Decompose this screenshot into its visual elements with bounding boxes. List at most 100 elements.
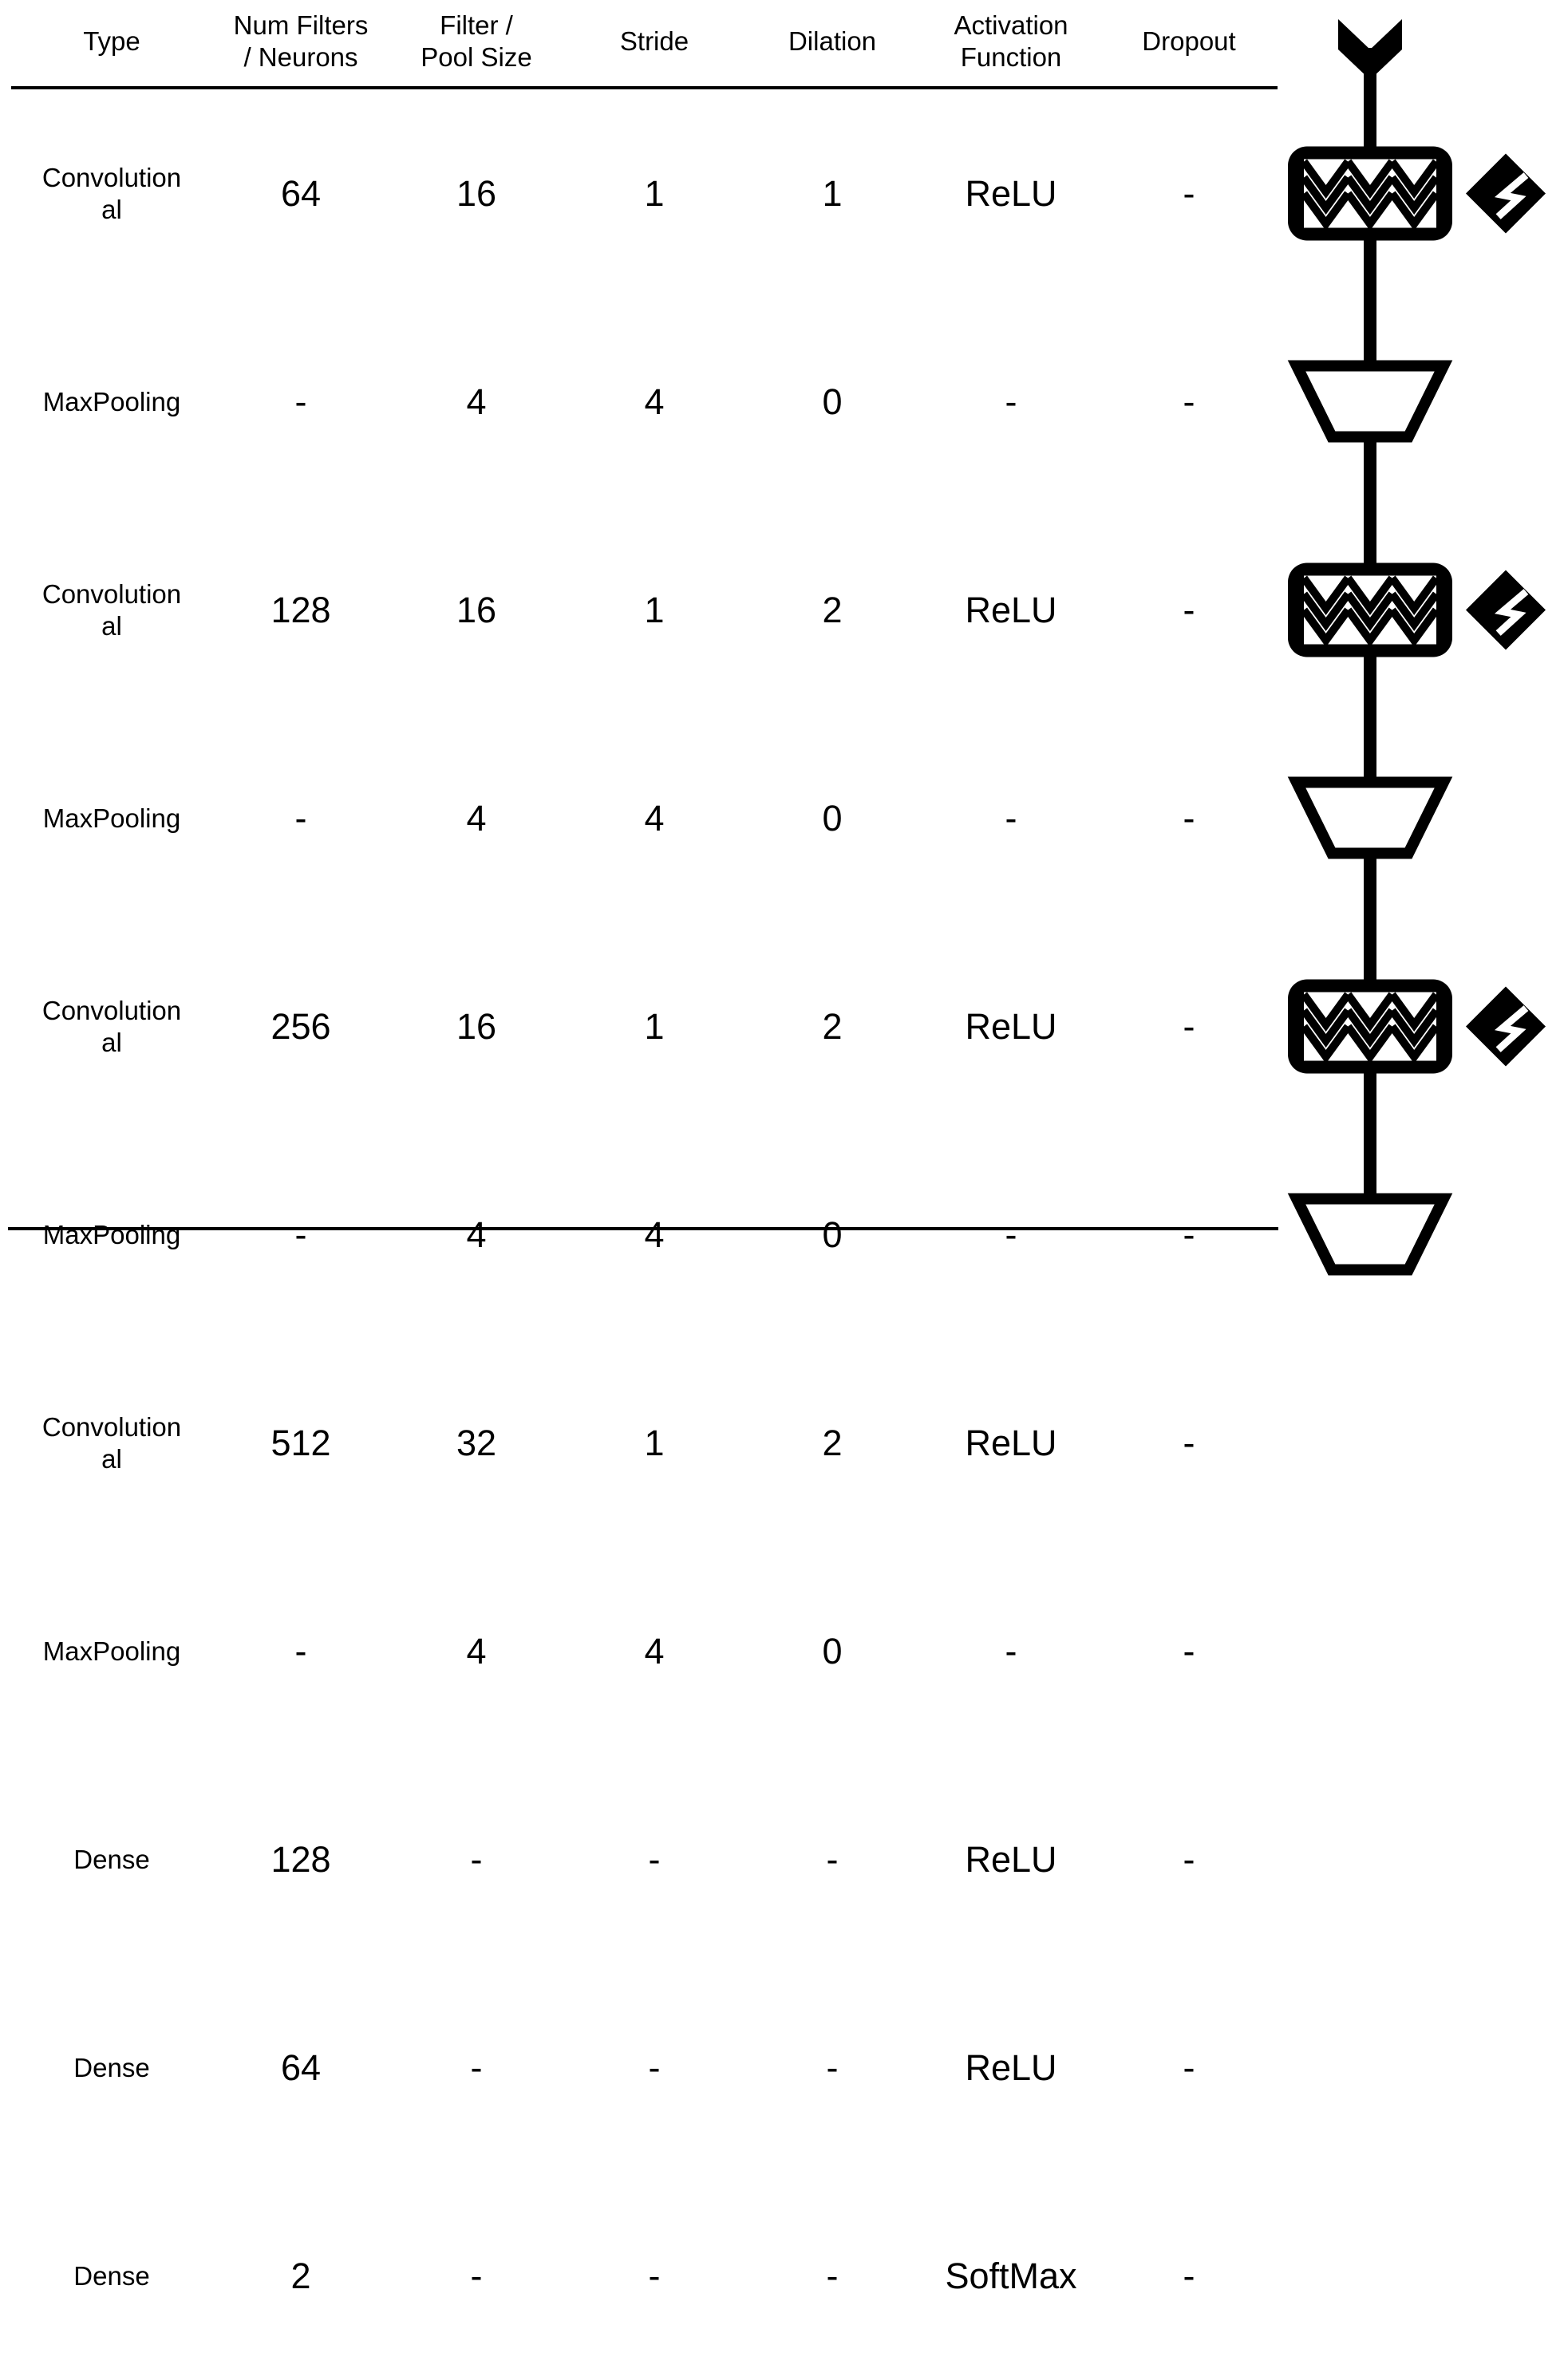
layer-type-text: al bbox=[101, 610, 122, 641]
dilation-cell-text: - bbox=[826, 2046, 839, 2088]
layer-type-text: Convolution bbox=[41, 162, 182, 192]
activation-cell: - bbox=[907, 1131, 1115, 1339]
layer-type-cell: Convolution al bbox=[20, 922, 203, 1131]
layer-type-text: MaxPooling bbox=[42, 1219, 181, 1249]
num-filters-cell-text: 64 bbox=[280, 2046, 322, 2088]
column-header: Num Filters / Neurons bbox=[209, 0, 393, 83]
column-header: Dilation bbox=[752, 0, 912, 83]
filter-size-cell: 32 bbox=[385, 1339, 568, 1547]
dilation-cell: 0 bbox=[752, 298, 912, 506]
stride-cell-text: 4 bbox=[644, 1630, 665, 1672]
relu-diamond-icon bbox=[1466, 986, 1546, 1067]
stride-cell: 4 bbox=[575, 714, 734, 922]
activation-cell: - bbox=[907, 714, 1115, 922]
stride-cell-text: - bbox=[648, 1838, 661, 1880]
stride-cell: 4 bbox=[575, 298, 734, 506]
stride-cell: 1 bbox=[575, 1339, 734, 1547]
num-filters-cell: 128 bbox=[209, 1755, 393, 1964]
dilation-cell: 0 bbox=[752, 1547, 912, 1755]
filter-size-cell: - bbox=[385, 2172, 568, 2380]
filter-size-cell-text: - bbox=[470, 1838, 483, 1880]
stride-cell: 1 bbox=[575, 89, 734, 298]
layer-type-text: MaxPooling bbox=[42, 803, 181, 833]
dilation-cell-text: 2 bbox=[822, 1422, 843, 1463]
dilation-cell-text: 1 bbox=[822, 172, 843, 214]
filter-size-cell: 4 bbox=[385, 714, 568, 922]
dropout-cell-text: - bbox=[1183, 2046, 1195, 2088]
layer-type-text: Convolution bbox=[41, 578, 182, 609]
activation-cell: - bbox=[907, 1547, 1115, 1755]
dropout-cell: - bbox=[1109, 1964, 1269, 2172]
column-header-line: Dropout bbox=[1142, 26, 1236, 57]
layer-type-cell: MaxPooling bbox=[20, 714, 203, 922]
layer-type-cell: Dense bbox=[20, 2172, 203, 2380]
layer-type-cell: Convolution al bbox=[20, 1339, 203, 1547]
conv-layer-block bbox=[1288, 979, 1452, 1074]
layer-type-text: Convolution bbox=[41, 995, 182, 1025]
num-filters-cell-text: 128 bbox=[271, 589, 331, 630]
num-filters-cell-text: 256 bbox=[271, 1005, 331, 1047]
input-chevron-icon bbox=[1338, 19, 1402, 80]
num-filters-cell: 64 bbox=[209, 1964, 393, 2172]
layer-type-text: al bbox=[101, 1027, 122, 1057]
stride-cell: 1 bbox=[575, 922, 734, 1131]
layer-type-text: Dense bbox=[73, 2052, 150, 2082]
column-header: Stride bbox=[575, 0, 734, 83]
num-filters-cell-text: 128 bbox=[271, 1838, 331, 1880]
layer-type-cell: MaxPooling bbox=[20, 1131, 203, 1339]
filter-size-cell: 16 bbox=[385, 89, 568, 298]
dropout-cell-text: - bbox=[1183, 172, 1195, 214]
filter-size-cell-text: 4 bbox=[466, 1214, 487, 1255]
dilation-cell: 2 bbox=[752, 506, 912, 714]
dropout-cell: - bbox=[1109, 506, 1269, 714]
filter-size-cell: 16 bbox=[385, 922, 568, 1131]
column-header-line: Pool Size bbox=[421, 42, 532, 72]
column-header-line: Stride bbox=[619, 26, 689, 57]
num-filters-cell-text: - bbox=[294, 1214, 307, 1255]
layer-type-text: al bbox=[101, 194, 122, 224]
column-header: Dropout bbox=[1109, 0, 1269, 83]
filter-size-cell: 16 bbox=[385, 506, 568, 714]
stride-cell: - bbox=[575, 2172, 734, 2380]
dilation-cell: - bbox=[752, 2172, 912, 2380]
filter-size-cell-text: 32 bbox=[456, 1422, 497, 1463]
dropout-cell-text: - bbox=[1183, 589, 1195, 630]
column-header-line: Dilation bbox=[788, 26, 877, 57]
num-filters-cell: - bbox=[209, 1131, 393, 1339]
filter-size-cell-text: 16 bbox=[456, 1005, 497, 1047]
stride-cell-text: 4 bbox=[644, 797, 665, 839]
dilation-cell: 2 bbox=[752, 1339, 912, 1547]
num-filters-cell: 2 bbox=[209, 2172, 393, 2380]
stride-cell-text: 1 bbox=[644, 589, 665, 630]
layer-type-text: al bbox=[101, 1443, 122, 1474]
stride-cell-text: - bbox=[648, 2255, 661, 2296]
activation-cell-text: ReLU bbox=[965, 2046, 1057, 2088]
dilation-cell: 1 bbox=[752, 89, 912, 298]
filter-size-cell: 4 bbox=[385, 1547, 568, 1755]
filter-size-cell-text: 4 bbox=[466, 797, 487, 839]
num-filters-cell-text: 2 bbox=[290, 2255, 311, 2296]
dropout-cell: - bbox=[1109, 89, 1269, 298]
column-header: Filter / Pool Size bbox=[385, 0, 568, 83]
activation-cell-text: ReLU bbox=[965, 1005, 1057, 1047]
dilation-cell-text: 0 bbox=[822, 1214, 843, 1255]
spine-connector bbox=[1364, 48, 1376, 1213]
layer-type-text: Convolution bbox=[41, 1411, 182, 1442]
num-filters-cell: - bbox=[209, 1547, 393, 1755]
num-filters-cell: 128 bbox=[209, 506, 393, 714]
column-header-line: Activation bbox=[954, 10, 1068, 41]
num-filters-cell: - bbox=[209, 714, 393, 922]
activation-cell: ReLU bbox=[907, 922, 1115, 1131]
dropout-cell: - bbox=[1109, 922, 1269, 1131]
dropout-cell-text: - bbox=[1183, 797, 1195, 839]
dropout-cell: - bbox=[1109, 1339, 1269, 1547]
header-rule bbox=[11, 86, 1278, 89]
relu-diamond-icon bbox=[1466, 570, 1546, 650]
stride-cell: - bbox=[575, 1964, 734, 2172]
activation-cell: SoftMax bbox=[907, 2172, 1115, 2380]
dilation-cell-text: - bbox=[826, 2255, 839, 2296]
conv-layer-block bbox=[1288, 562, 1452, 657]
filter-size-cell: - bbox=[385, 1755, 568, 1964]
num-filters-cell: - bbox=[209, 298, 393, 506]
bottom-rule bbox=[8, 1227, 1278, 1230]
